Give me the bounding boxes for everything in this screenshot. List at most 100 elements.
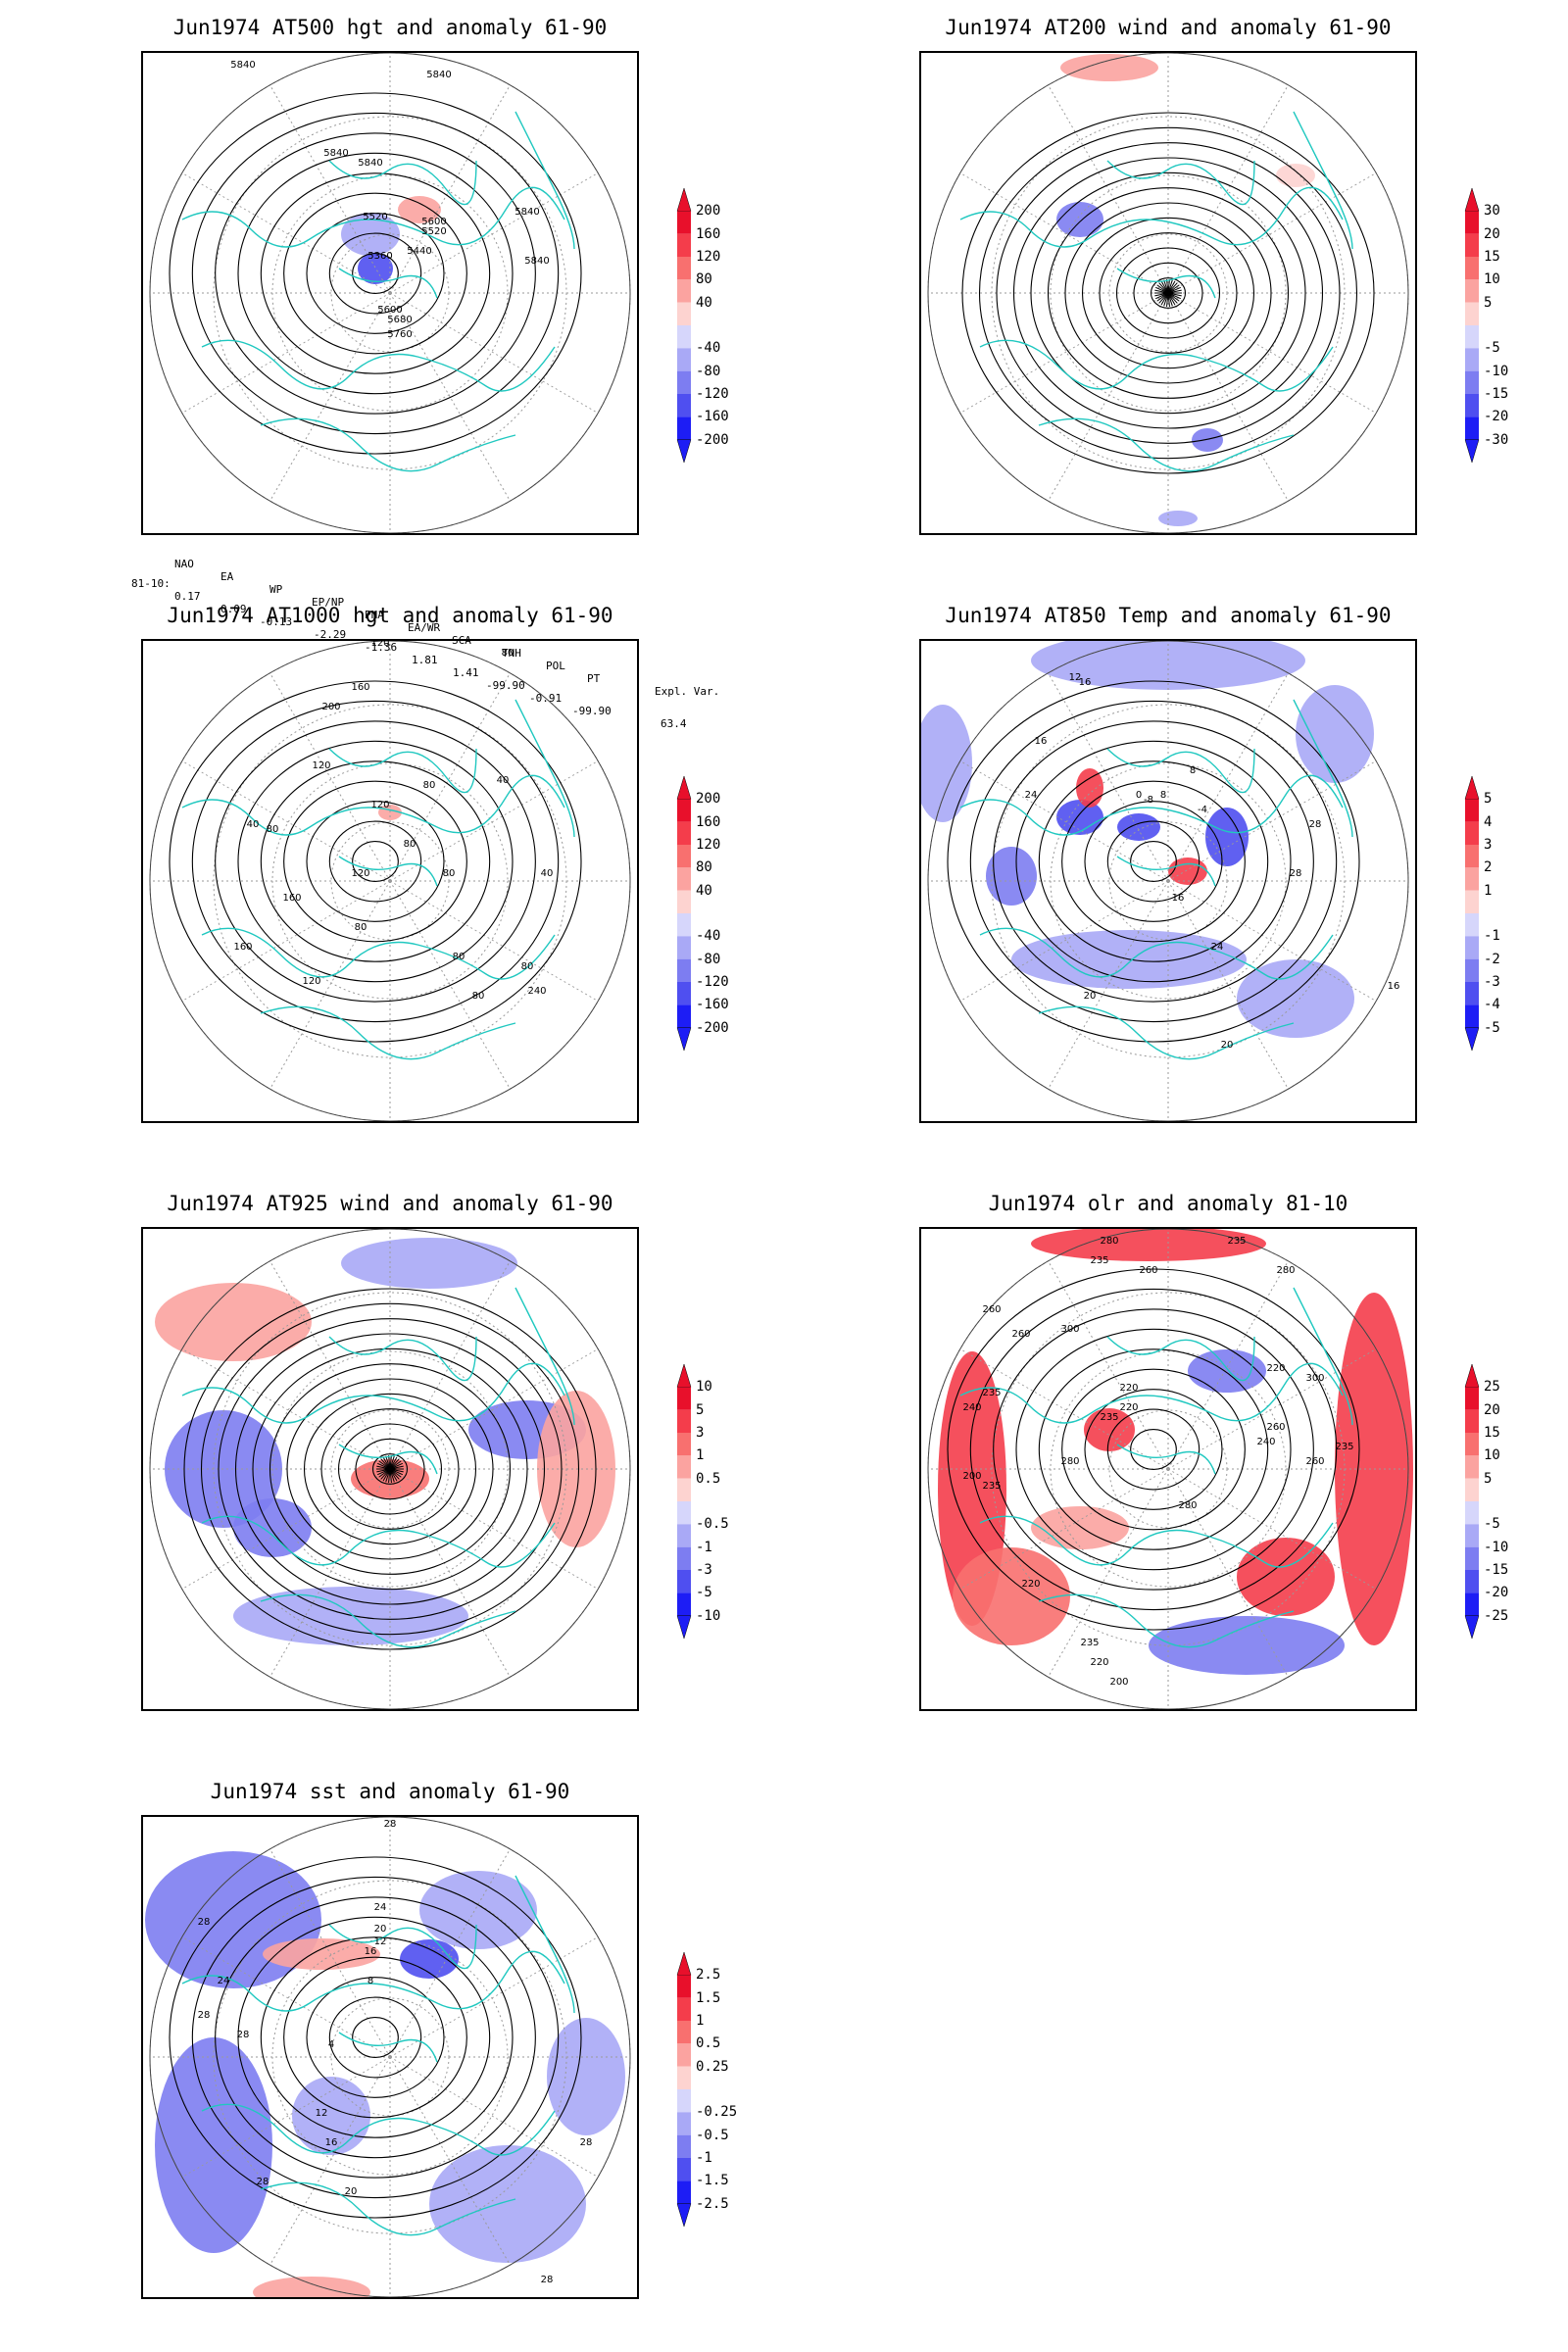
- index-header: NAO: [174, 558, 194, 570]
- coastline: [328, 748, 477, 794]
- meridian-line: [181, 172, 391, 294]
- colorbar-segment: [677, 2066, 691, 2089]
- colorbar-svg: [676, 188, 692, 464]
- contour-label: 5840: [524, 256, 549, 267]
- colorbar-segment: [1465, 1546, 1479, 1570]
- anomaly-shading: [1188, 1349, 1266, 1393]
- contour-label: 120: [351, 868, 369, 879]
- contour-label: 24: [218, 1976, 230, 1986]
- colorbar-segment: [677, 1570, 691, 1593]
- contour-label: 4: [328, 2039, 334, 2050]
- hemisphere-boundary: [927, 641, 1409, 1121]
- colorbar-label: -10: [696, 1607, 721, 1624]
- meridian-line: [1167, 1348, 1377, 1470]
- anomaly-shading: [1205, 808, 1249, 866]
- contour-label: 28: [198, 1917, 211, 1928]
- contour-line: [306, 213, 445, 334]
- colorbar-label: -3: [696, 1562, 712, 1578]
- colorbar-segment: [1465, 416, 1479, 440]
- contour-label: 220: [1090, 1657, 1108, 1668]
- colorbar-label: -0.5: [696, 2127, 729, 2143]
- coastline: [1116, 1444, 1216, 1475]
- contour-label: 5440: [407, 246, 431, 257]
- meridian-line: [389, 1468, 511, 1678]
- colorbar-segment: [1465, 845, 1479, 868]
- meridian-line: [270, 2056, 391, 2266]
- colorbar: 10 5 3 1 0.5 -0.5 -1 -3 -5 -10: [676, 1364, 764, 1640]
- colorbar-segment: [677, 233, 691, 257]
- meridian-line: [389, 760, 599, 882]
- hemisphere-boundary: [149, 1229, 631, 1709]
- contour-label: 220: [1021, 1579, 1040, 1590]
- colorbar-segment: [677, 1546, 691, 1570]
- streamline: [1030, 172, 1306, 415]
- map-svg: 120 160 200 80 120 80 40 40 80 80 160 120 80 40 80 160 1…: [149, 641, 631, 1121]
- coastline: [201, 1515, 556, 1568]
- polar-map: 16 12 16 24 8 -8 -4 0 8 28 28 16 20 24 16 20: [919, 639, 1417, 1123]
- streamline: [355, 1438, 425, 1500]
- colorbar-arrow-bottom: [1464, 1615, 1480, 1640]
- contour-line: [969, 1288, 1338, 1611]
- colorbar-label: 10: [696, 1379, 712, 1396]
- meridian-line: [389, 1348, 599, 1470]
- coastline: [338, 1444, 438, 1475]
- contour-label: 200: [1109, 1677, 1128, 1688]
- coastline: [1116, 856, 1216, 887]
- anomaly-shading: [1084, 1408, 1135, 1451]
- anomaly-shading: [233, 1498, 312, 1557]
- colorbar-label: 2.5: [696, 1967, 721, 1984]
- anomaly-shading: [1031, 1506, 1129, 1549]
- colorbar-segment: [1465, 348, 1479, 371]
- contour-label: 260: [1139, 1265, 1157, 1276]
- colorbar-label: -1: [696, 2150, 712, 2166]
- contour-label: 5840: [426, 70, 451, 80]
- contour-line: [969, 700, 1338, 1023]
- contour-label: 5760: [387, 329, 412, 340]
- meridian-line: [270, 84, 391, 294]
- colorbar-segment: [1465, 394, 1479, 417]
- colorbar-label: 2: [1484, 859, 1493, 876]
- colorbar-arrow-top: [676, 1952, 692, 1976]
- coastline: [181, 186, 565, 248]
- colorbar-label: 25: [1484, 1379, 1500, 1396]
- colorbar-segment: [1465, 1570, 1479, 1593]
- meridian-line: [1167, 292, 1289, 502]
- index-header: TNH: [502, 647, 521, 660]
- contour-label: 260: [1266, 1422, 1285, 1433]
- index-value: 1.81: [412, 654, 438, 666]
- colorbar-segment: [1465, 982, 1479, 1005]
- contour-label: 12: [374, 1936, 387, 1947]
- polar-map: [141, 1227, 639, 1711]
- colorbar-label: 20: [1484, 225, 1500, 242]
- index-header: EP/NP: [312, 596, 345, 609]
- panel-title: Jun1974 AT925 wind and anomaly 61-90: [167, 1192, 613, 1215]
- colorbar-label: -200: [696, 1019, 729, 1036]
- contour-label: 80: [267, 824, 279, 835]
- anomaly-shading: [155, 2037, 272, 2253]
- colorbar-label: 200: [696, 791, 721, 808]
- colorbar-segment: [677, 1455, 691, 1479]
- contour-label: 20: [1084, 991, 1097, 1002]
- anomaly-shading: [1276, 164, 1315, 187]
- contour-label: 40: [541, 868, 554, 879]
- anomaly-shading: [1076, 768, 1103, 808]
- polar-map: 28 24 20 16 12 8 28 24 28 4 12 16 20 28 28 28 28: [141, 1815, 639, 2299]
- colorbar-segment: [677, 257, 691, 280]
- colorbar-label: -15: [1484, 1562, 1509, 1578]
- contour-line: [947, 1268, 1360, 1631]
- contour-label: 80: [355, 922, 368, 933]
- colorbar-label: -160: [696, 409, 729, 425]
- anomaly-shading: [1149, 1616, 1345, 1675]
- colorbar-segment: [1465, 867, 1479, 891]
- streamline: [269, 1363, 512, 1575]
- colorbar-arrow-top: [1464, 776, 1480, 800]
- anomaly-shading: [1237, 1538, 1335, 1616]
- contour-line: [306, 1977, 445, 2098]
- index-value: -1.36: [365, 641, 398, 654]
- panel-title: Jun1974 olr and anomaly 81-10: [988, 1192, 1348, 1215]
- colorbar-label: -20: [1484, 409, 1509, 425]
- colorbar-segment: [677, 845, 691, 868]
- colorbar-label: -5: [1484, 1019, 1500, 1036]
- contour-label: 5520: [421, 226, 446, 237]
- anomaly-shading: [1158, 511, 1198, 526]
